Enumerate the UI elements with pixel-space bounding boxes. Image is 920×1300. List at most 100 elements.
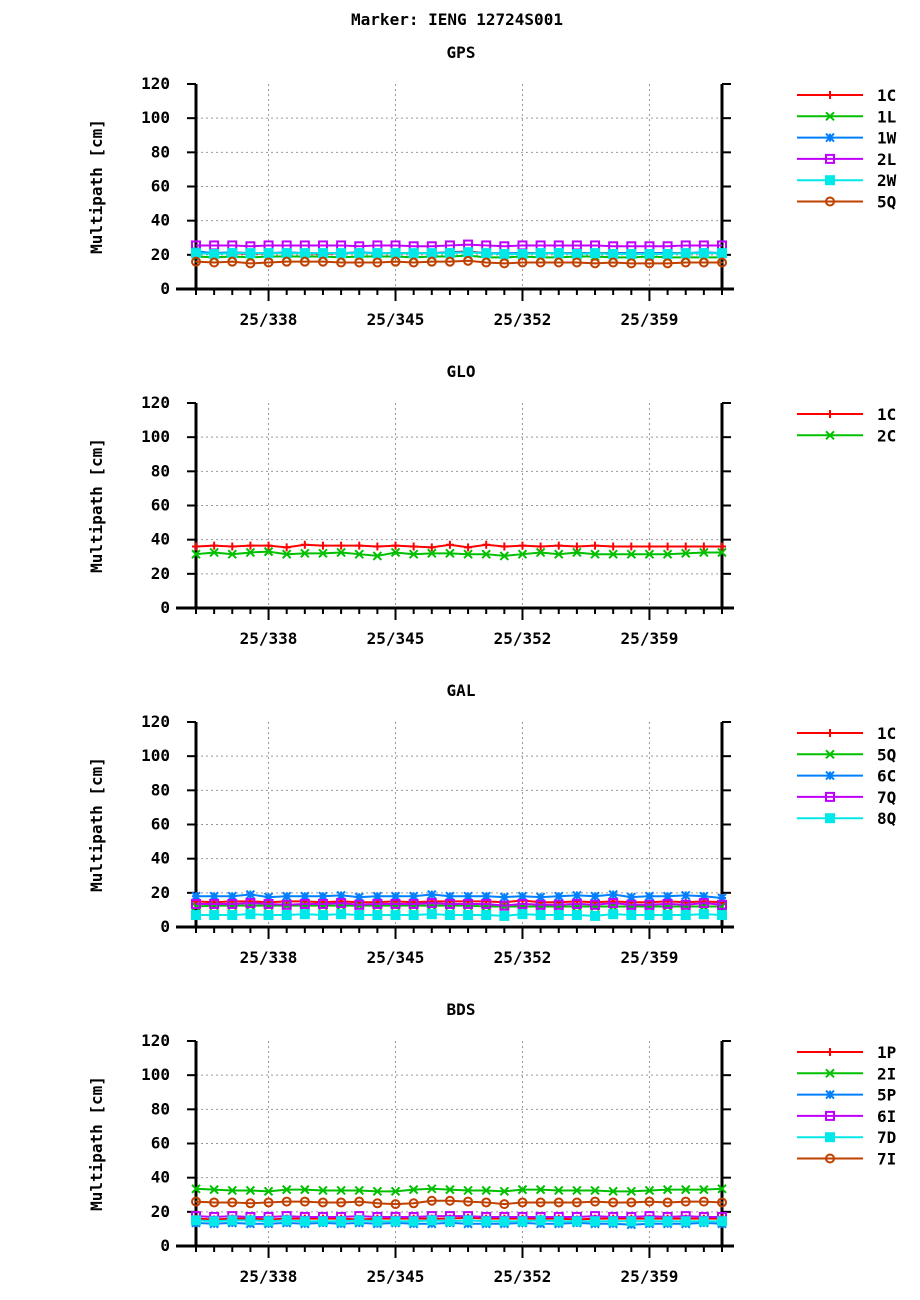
data-point [192, 542, 200, 551]
data-point [267, 261, 270, 264]
data-point [430, 1199, 433, 1202]
data-point [571, 248, 582, 259]
legend-label: 2L [877, 150, 896, 169]
data-point [285, 260, 288, 263]
legend-marker [825, 1068, 835, 1079]
data-point [445, 891, 455, 901]
x-tick-label: 25/338 [240, 310, 298, 329]
series-7I [191, 1195, 727, 1210]
series-2I [191, 1184, 727, 1197]
legend-label: 6I [877, 1107, 896, 1126]
data-point [702, 1200, 705, 1203]
data-point [300, 548, 310, 559]
data-point [594, 262, 597, 265]
data-point [684, 1200, 687, 1203]
data-point [553, 257, 564, 268]
data-point [228, 542, 237, 551]
data-point [626, 899, 637, 910]
data-point [590, 1185, 600, 1196]
data-point [609, 542, 618, 551]
panel-glo: GLO Multipath [cm] 0 20 40 60 80 100 120 25/338 25… [87, 362, 896, 648]
data-point [630, 262, 633, 265]
data-point [281, 1184, 292, 1195]
data-point [340, 261, 343, 264]
legend-entry: 7D [797, 1128, 896, 1147]
data-point [299, 1216, 310, 1227]
data-point [426, 248, 437, 259]
y-tick-label: 80 [151, 1099, 170, 1118]
legend-label: 1P [877, 1043, 896, 1062]
data-point [699, 542, 708, 551]
y-tick-label: 80 [151, 780, 170, 799]
y-tick-label: 20 [151, 1202, 170, 1221]
data-point [535, 257, 546, 268]
legend-marker [825, 1110, 835, 1121]
y-tick-label: 80 [151, 461, 170, 480]
data-point [227, 1197, 238, 1208]
data-point [263, 257, 274, 268]
y-tick-label: 40 [151, 530, 170, 549]
data-point [681, 542, 690, 551]
data-point [644, 1185, 655, 1196]
legend-entry: 5Q [797, 745, 896, 764]
data-point [408, 257, 419, 268]
data-point [662, 1197, 673, 1208]
data-point [463, 255, 474, 266]
series-line [196, 893, 723, 899]
data-point [281, 1215, 292, 1226]
legend-entry: 2W [797, 171, 897, 190]
data-point [209, 248, 220, 259]
series-line [195, 1221, 723, 1226]
data-point [503, 262, 506, 265]
data-point [608, 889, 618, 900]
data-point [376, 261, 379, 264]
data-point [590, 248, 601, 259]
data-point [571, 1197, 582, 1208]
data-point [336, 248, 347, 259]
data-point [535, 899, 546, 910]
data-point [445, 540, 454, 549]
x-tick-label: 25/359 [621, 629, 679, 648]
data-point [517, 1184, 528, 1195]
data-point [210, 541, 219, 550]
data-point [644, 899, 655, 910]
series-5Q [191, 255, 727, 269]
legend-marker [829, 1157, 831, 1160]
data-point [231, 1201, 234, 1204]
data-point [644, 1196, 655, 1207]
data-point [644, 910, 655, 921]
data-point [717, 248, 727, 259]
data-point [481, 898, 492, 909]
series-2C [191, 546, 727, 561]
panel-title: GAL [447, 681, 476, 700]
data-point [557, 261, 560, 264]
data-point [721, 261, 723, 264]
data-point [590, 899, 601, 910]
data-point [463, 891, 473, 901]
data-point [463, 898, 474, 909]
data-point [517, 898, 528, 909]
data-point [227, 891, 237, 901]
data-point [299, 1196, 310, 1207]
data-point [354, 1185, 364, 1196]
x-tick-label: 25/338 [240, 629, 298, 648]
data-point [245, 258, 256, 269]
y-tick-label: 80 [151, 142, 170, 161]
data-point [358, 1200, 361, 1203]
data-point [680, 1196, 691, 1207]
legend-marker [826, 1048, 834, 1056]
data-point [209, 547, 219, 558]
data-point [354, 257, 365, 268]
data-point [245, 1198, 256, 1209]
legend-label: 7Q [877, 788, 896, 807]
data-point [644, 549, 655, 559]
data-point [427, 1184, 437, 1194]
legend-marker [826, 91, 834, 99]
data-point [390, 1199, 401, 1210]
data-point [626, 258, 637, 269]
data-point [299, 248, 310, 259]
data-point [571, 910, 582, 921]
legend-marker [825, 1132, 835, 1143]
data-point [590, 258, 601, 269]
data-point [263, 892, 274, 902]
